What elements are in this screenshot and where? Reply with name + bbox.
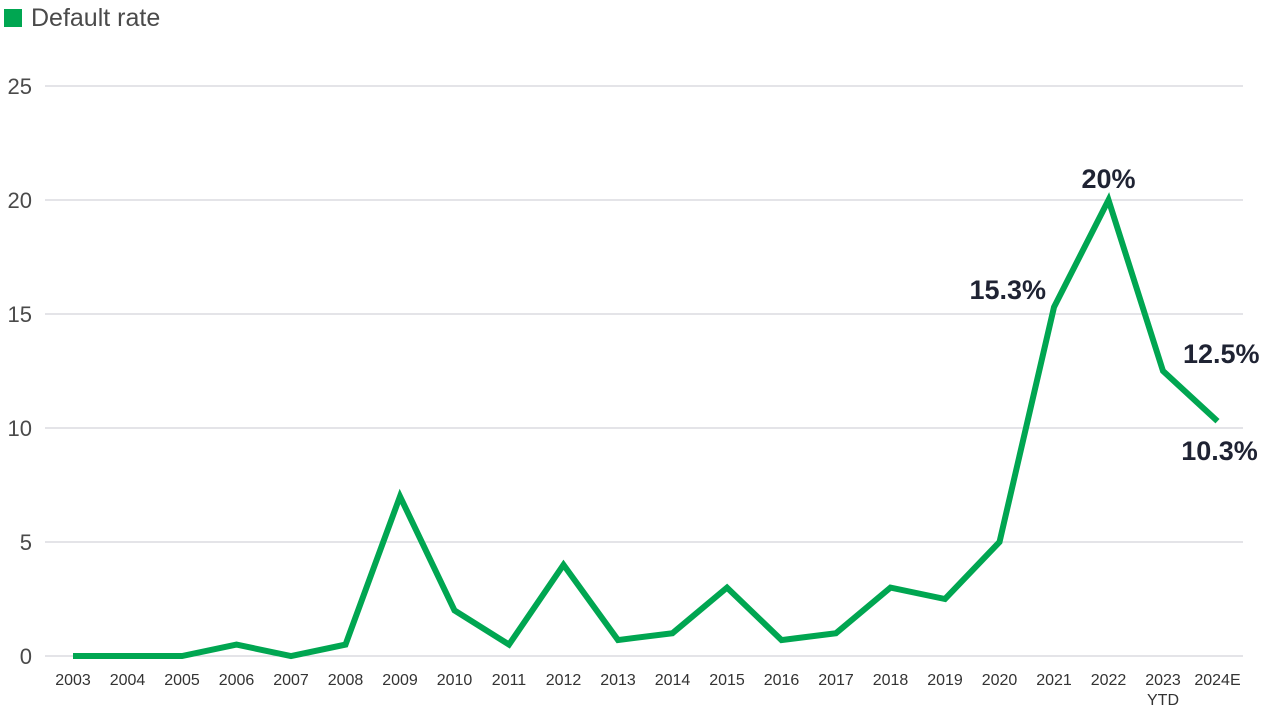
x-tick-label: 2022	[1091, 672, 1127, 689]
x-tick-label: 2015	[709, 672, 745, 689]
y-tick-label: 20	[8, 188, 32, 213]
x-tick-label: 2013	[600, 672, 636, 689]
x-tick-label: 2012	[546, 672, 582, 689]
y-tick-label: 10	[8, 416, 32, 441]
legend-label: Default rate	[31, 4, 161, 32]
x-tick-label: 2020	[982, 672, 1018, 689]
y-tick-label: 15	[8, 302, 32, 327]
data-label: 12.5%	[1183, 339, 1260, 369]
x-tick-label: 2004	[110, 672, 146, 689]
data-label: 20%	[1081, 164, 1135, 194]
y-tick-label: 25	[8, 74, 32, 99]
series-line	[73, 192, 1220, 660]
x-tick-label: 2010	[437, 672, 473, 689]
x-tick-label: 2017	[818, 672, 854, 689]
x-tick-label: 2019	[927, 672, 963, 689]
x-tick-label: 2021	[1036, 672, 1072, 689]
x-tick-label: 2003	[55, 672, 91, 689]
x-tick-label: 2014	[655, 672, 691, 689]
legend: Default rate	[4, 4, 160, 32]
x-tick-label: 2008	[328, 672, 364, 689]
x-tick-label: 2016	[764, 672, 800, 689]
x-tick-label: 2023 YTD	[1145, 672, 1181, 709]
data-label: 15.3%	[969, 275, 1046, 305]
x-tick-label: 2005	[164, 672, 200, 689]
y-tick-label: 5	[20, 530, 32, 555]
x-tick-label: 2011	[492, 672, 527, 689]
x-tick-label: 2007	[273, 672, 309, 689]
x-tick-label: 2018	[873, 672, 909, 689]
x-tick-label: 2024E	[1194, 672, 1240, 689]
y-tick-label: 0	[20, 644, 32, 669]
data-label: 10.3%	[1181, 436, 1258, 466]
legend-swatch	[4, 9, 22, 27]
x-tick-label: 2006	[219, 672, 255, 689]
x-tick-label: 2009	[382, 672, 418, 689]
